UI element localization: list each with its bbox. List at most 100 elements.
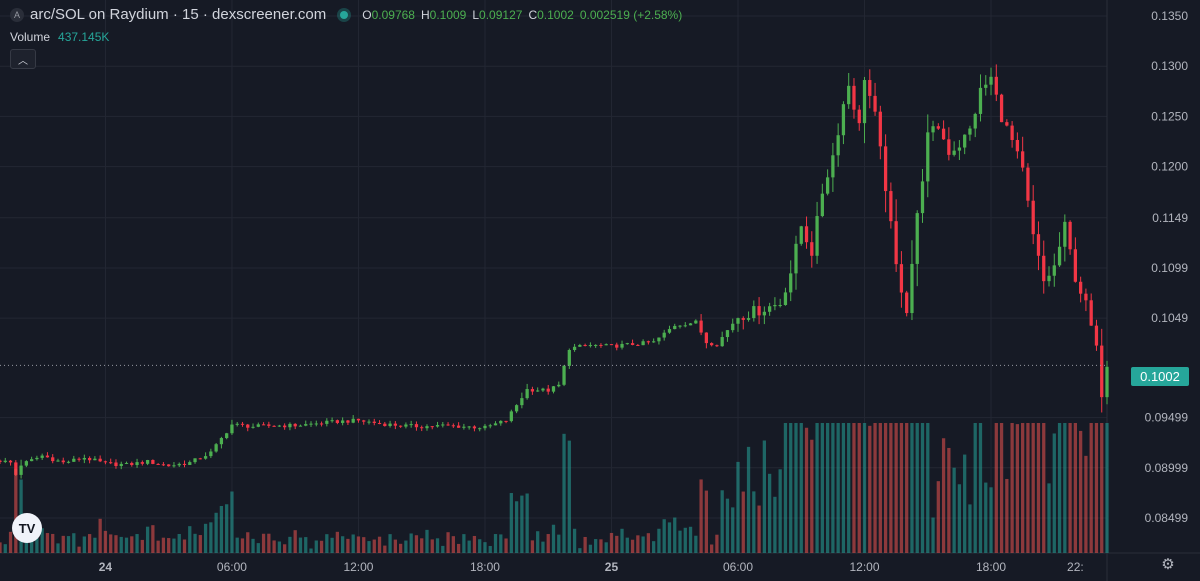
volume-bar (388, 534, 392, 553)
candle-body (815, 216, 819, 256)
volume-bar (683, 527, 687, 553)
volume-bar (177, 534, 181, 553)
tradingview-logo[interactable]: TV (12, 513, 42, 543)
candle-body (1010, 125, 1014, 140)
volume-bar (963, 454, 967, 553)
volume-bar (383, 545, 387, 553)
y-tick-label: 0.1149 (1152, 211, 1188, 225)
volume-bar (0, 542, 2, 553)
candle-body (736, 318, 740, 324)
volume-bar (757, 505, 761, 553)
volume-bar (230, 491, 234, 553)
candle-body (383, 423, 387, 427)
candle-body (230, 424, 234, 434)
volume-bar (362, 537, 366, 553)
candle-body (372, 421, 376, 423)
x-tick-label: 18:00 (976, 560, 1006, 574)
candle-body (1047, 275, 1051, 282)
collapse-legend-button[interactable]: ︿ (10, 49, 36, 69)
volume-bar (1026, 423, 1030, 553)
volume-bar (1005, 478, 1009, 553)
candle-body (72, 458, 76, 462)
volume-bar (214, 512, 218, 553)
volume-bar (699, 479, 703, 553)
candle-body (393, 423, 397, 426)
volume-bar (820, 423, 824, 553)
candle-body (3, 460, 7, 462)
candle-body (810, 242, 814, 256)
volume-bar (688, 526, 693, 553)
symbol-icon: A (10, 7, 24, 22)
candle-body (794, 243, 798, 274)
volume-bar (272, 540, 276, 553)
volume-bar (203, 523, 208, 553)
candle-body (762, 311, 766, 316)
candle-body (752, 306, 756, 319)
candle-body (941, 128, 946, 140)
x-tick-label: 18:00 (470, 560, 500, 574)
candle-body (1015, 139, 1020, 152)
candle-body (804, 226, 809, 243)
candle-body (325, 420, 329, 424)
volume-bar (161, 537, 166, 553)
volume-bar (694, 535, 698, 553)
candle-body (298, 425, 303, 427)
volume-bar (836, 423, 840, 553)
volume-bar (910, 423, 914, 553)
candle-body (720, 337, 724, 347)
candle-body (283, 425, 287, 428)
ohlc-readout: O0.09768 H0.1009 L0.09127 C0.1002 0.0025… (362, 7, 683, 22)
volume-bar (567, 440, 571, 553)
candle-body (883, 146, 888, 192)
volume-bar (762, 440, 766, 553)
volume-bar (130, 536, 134, 553)
volume-bar (1021, 423, 1025, 553)
volume-bar (541, 541, 545, 553)
candle-body (251, 426, 255, 428)
volume-bar (947, 447, 951, 553)
volume-bar (873, 423, 877, 553)
candle-body (963, 134, 967, 148)
candle-body (509, 411, 513, 422)
volume-bar (124, 537, 129, 553)
candle-body (910, 263, 914, 314)
gear-icon[interactable]: ⚙ (1161, 556, 1175, 573)
volume-bar (377, 536, 382, 553)
candle-body (847, 85, 851, 105)
volume-bar (894, 423, 898, 553)
candle-body (172, 465, 176, 467)
y-tick-label: 0.1300 (1151, 59, 1188, 73)
candle-body (130, 462, 134, 466)
volume-bar (40, 528, 44, 553)
candle-body (868, 80, 872, 96)
candle-body (225, 433, 229, 439)
candle-body (493, 423, 498, 426)
volume-bar (251, 538, 255, 553)
volume-bar (72, 533, 76, 553)
candle-body (341, 420, 345, 423)
candle-body (0, 460, 2, 462)
candle-body (641, 341, 645, 346)
candle-body (135, 462, 139, 466)
candle-body (551, 386, 556, 392)
candle-body (530, 389, 535, 392)
volume-bar (973, 423, 977, 553)
volume-bar (773, 496, 777, 553)
volume-bar (704, 490, 709, 553)
volume-bar (936, 481, 940, 553)
volume-bar (29, 538, 34, 553)
candle-body (572, 346, 577, 350)
volume-bar (235, 537, 239, 553)
candle-body (35, 457, 39, 460)
candle-body (98, 458, 102, 462)
candle-body (978, 87, 983, 114)
x-tick-label: 06:00 (723, 560, 753, 574)
volume-bar (604, 542, 608, 553)
volume-bar (267, 533, 271, 553)
candle-body (1100, 345, 1104, 398)
volume-bar (731, 507, 735, 553)
volume-bar (82, 536, 86, 553)
candle-body (335, 420, 340, 423)
candle-body (8, 460, 13, 463)
